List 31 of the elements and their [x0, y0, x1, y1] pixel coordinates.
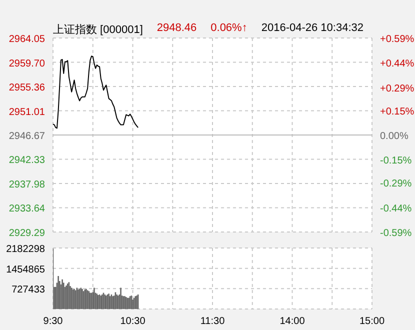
text: 0.06%↑ [210, 22, 248, 36]
y2-tick-label: -0.59% [380, 228, 412, 239]
y-tick-label: 2929.29 [8, 228, 46, 239]
x-tick-label: 15:00 [359, 316, 385, 328]
y2-tick-label: -0.29% [380, 178, 412, 190]
y-tick-label: 2182298 [6, 244, 46, 255]
y2-tick-label: +0.29% [380, 83, 414, 94]
y2-tick-label: +0.44% [380, 58, 414, 70]
x-tick-label: 9:30 [43, 316, 64, 328]
y2-tick-label: 0.00% [380, 131, 408, 142]
y-tick-label: 2933.64 [8, 204, 46, 215]
x-tick-label: 14:00 [280, 316, 306, 328]
y-tick-label: 2955.36 [8, 82, 46, 94]
text: 2016-04-26 10:34:32 [261, 22, 364, 36]
y-tick-label: 1454865 [6, 264, 46, 276]
y2-tick-label: +0.59% [380, 34, 414, 45]
y-tick-label: 2937.98 [8, 180, 46, 190]
y-tick-label: 2942.33 [8, 155, 46, 166]
y-tick-label: 2959.70 [8, 58, 46, 70]
y2-tick-label: -0.44% [380, 203, 412, 214]
line-series [53, 56, 139, 129]
chart-title: 上证指数 [000001] [53, 23, 143, 37]
y2-tick-label: -0.15% [380, 156, 412, 167]
x-tick-label: 11:30 [200, 316, 226, 328]
y-tick-label: 727433 [12, 284, 46, 296]
y2-tick-label: +0.15% [380, 106, 414, 118]
y-tick-label: 2951.01 [8, 106, 46, 118]
y-tick-label: 2946.67 [8, 131, 46, 142]
y-tick-label: 2964.05 [8, 34, 46, 45]
text: 2948.46 [156, 22, 197, 36]
x-tick-label: 10:30 [120, 316, 146, 328]
